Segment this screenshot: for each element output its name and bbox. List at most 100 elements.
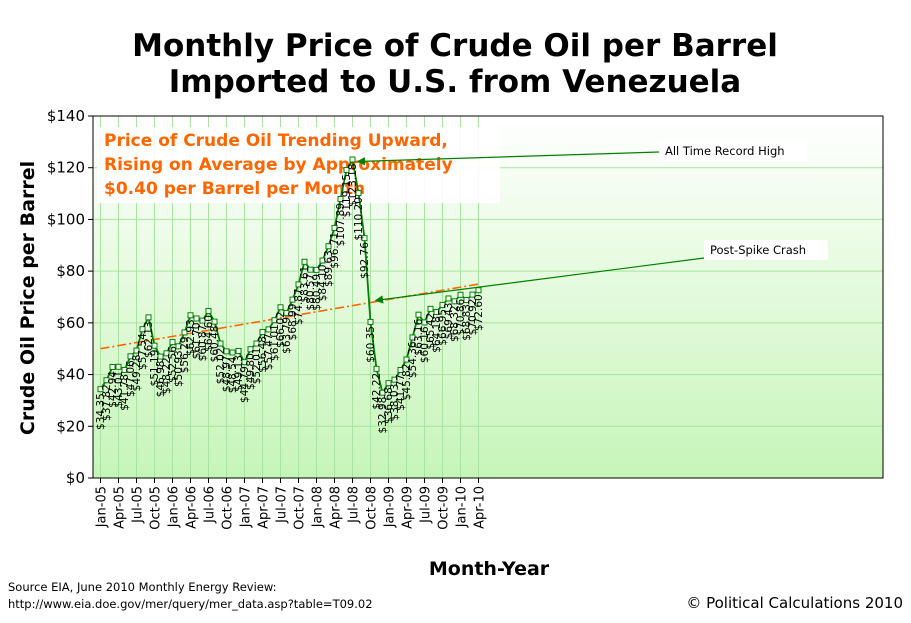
plot-border [92, 115, 884, 479]
data-point [379, 389, 386, 396]
x-tick-label: Oct-09 [437, 486, 452, 530]
data-label: $68.99 [287, 304, 299, 341]
data-point [361, 235, 368, 242]
y-tick-label: $140 [47, 107, 85, 125]
data-label: $72.60 [473, 294, 485, 331]
data-label: $48.97 [221, 355, 233, 392]
data-label: $41.77 [395, 374, 407, 411]
x-tick-label: Oct-06 [221, 486, 236, 530]
data-label: $80.57 [305, 274, 317, 311]
data-point [145, 314, 152, 321]
x-tick-label: Jan-10 [455, 486, 470, 528]
source-line-1: Source EIA, June 2010 Monthly Energy Rev… [8, 580, 277, 594]
data-label: $60.48 [209, 326, 221, 363]
data-point [115, 363, 122, 370]
data-label: $61.70 [191, 323, 203, 360]
data-label: $49.80 [245, 353, 257, 390]
annotation-record-high-text: All Time Record High [665, 144, 785, 158]
data-point [439, 301, 446, 308]
x-tick-label: Jan-06 [167, 486, 182, 528]
x-tick-label: Oct-08 [365, 486, 380, 530]
data-point [187, 312, 194, 319]
data-label: $54.36 [407, 341, 419, 378]
data-point [139, 326, 146, 333]
trend-note-line-1: Price of Crude Oil Trending Upward, [104, 131, 448, 151]
data-point [463, 297, 470, 304]
data-point [409, 334, 416, 341]
data-point [211, 318, 218, 325]
data-label: $80.49 [311, 274, 323, 311]
x-tick-label: Apr-07 [257, 486, 272, 529]
data-point [289, 296, 296, 303]
data-label: $42.22 [371, 373, 383, 410]
data-point [157, 353, 164, 360]
annotation-crash-box [704, 240, 828, 260]
data-label: $70.86 [455, 298, 467, 335]
data-label: $34.35 [95, 393, 107, 430]
data-label: $119.15 [341, 174, 353, 217]
y-tick-label: $40 [56, 366, 85, 384]
annotation-record-high-box [659, 141, 807, 161]
data-label: $49.28 [131, 355, 143, 392]
data-label: $68.32 [449, 305, 461, 342]
data-point [217, 340, 224, 347]
data-point [175, 343, 182, 350]
data-point [421, 319, 428, 326]
trend-note-line-3: $0.40 per Barrel per Month [104, 179, 365, 199]
data-label: $66.95 [437, 309, 449, 346]
annotation-record-high: All Time Record High [356, 141, 807, 166]
data-label: $123.18 [347, 164, 359, 207]
data-label: $107.89 [335, 203, 347, 246]
x-tick-label: Jul-06 [203, 486, 218, 524]
data-point [151, 342, 158, 349]
data-label: $89.63 [323, 250, 335, 287]
data-point [451, 298, 458, 305]
data-label: $64.60 [203, 315, 215, 352]
data-label: $60.87 [197, 325, 209, 362]
data-label: $63.16 [413, 318, 425, 355]
data-point [349, 156, 356, 163]
data-point [253, 340, 260, 347]
trend-note-box [97, 127, 500, 203]
trend-note: Price of Crude Oil Trending Upward, Risi… [97, 127, 500, 203]
data-label: $62.93 [185, 319, 197, 356]
data-point [307, 266, 314, 273]
x-tick-label: Oct-05 [149, 486, 164, 530]
data-point [163, 350, 170, 357]
data-label: $57.47 [263, 333, 275, 370]
data-point [475, 287, 482, 294]
data-point [97, 386, 104, 393]
data-point [403, 356, 410, 363]
x-tick-label: Jan-07 [239, 486, 254, 528]
data-point [229, 349, 236, 356]
data-point [103, 377, 110, 384]
data-label: $46.98 [155, 361, 167, 398]
data-point [427, 305, 434, 312]
data-label: $83.61 [299, 266, 311, 303]
data-label: $57.54 [137, 333, 149, 370]
data-label: $52.02 [215, 348, 227, 385]
data-point [337, 196, 344, 203]
x-tick-label: Jan-05 [95, 486, 110, 528]
data-label: $49.13 [233, 355, 245, 392]
data-label: $92.76 [359, 242, 371, 279]
data-point [433, 309, 440, 316]
data-point [205, 307, 212, 314]
data-label: $66.02 [275, 311, 287, 348]
y-tick-label: $100 [47, 210, 85, 228]
y-tick-label: $60 [56, 314, 85, 332]
source-line-2: http://www.eia.doe.gov/mer/query/mer_dat… [8, 597, 373, 611]
chart-title-line-2: Imported to U.S. from Venezuela [169, 64, 741, 100]
data-label: $68.83 [461, 304, 473, 341]
data-label: $74.87 [293, 288, 305, 325]
data-label: $51.19 [149, 350, 161, 387]
annotation-record-high-arrow [356, 151, 660, 166]
data-point [277, 304, 284, 311]
data-point [271, 317, 278, 324]
data-label: $50.93 [173, 350, 185, 387]
data-label: $60.16 [419, 326, 431, 363]
data-point [235, 347, 242, 354]
data-label: $64.18 [431, 316, 443, 353]
data-point [367, 318, 374, 325]
